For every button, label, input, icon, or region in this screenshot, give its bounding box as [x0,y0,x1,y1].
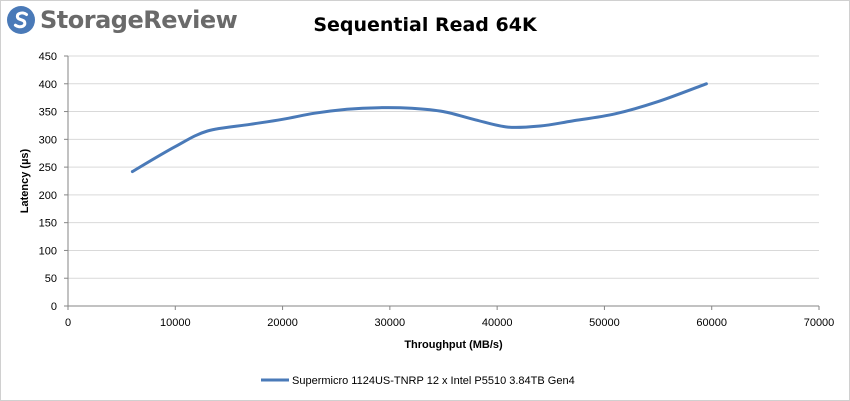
series [130,82,708,174]
legend-label: Supermicro 1124US-TNRP 12 x Intel P5510 … [292,375,575,387]
y-tick-label: 350 [39,107,57,119]
x-tick-label: 30000 [375,317,406,329]
x-tick-label: 40000 [482,317,513,329]
y-tick-label: 150 [39,218,57,230]
y-axis-title: Latency (µs) [19,148,31,213]
axes: 0 50 100 150 200 250 300 350 400 450 0 10000 20000 30… [39,51,835,329]
legend: Supermicro 1124US-TNRP 12 x Intel P5510 … [261,375,575,387]
chart-title: Sequential Read 64K [313,14,537,36]
series-line [130,82,708,174]
x-tick-label: 50000 [589,317,620,329]
y-tick-label: 200 [39,190,57,202]
y-tick-label: 0 [51,301,57,313]
x-tick-label: 20000 [267,317,298,329]
y-tick-label: 400 [39,79,57,91]
x-tick-label: 10000 [160,317,191,329]
x-axis-title: Throughput (MB/s) [404,339,503,351]
y-tick-label: 450 [39,51,57,63]
y-tick-label: 50 [45,273,57,285]
y-tick-label: 300 [39,134,57,146]
y-tick-label: 250 [39,162,57,174]
x-tick-label: 60000 [696,317,727,329]
y-tick-label: 100 [39,245,57,257]
storagereview-logo-icon [7,6,35,34]
brand-name: StorageReview [40,6,238,34]
grid [68,55,819,279]
x-tick-label: 0 [65,317,71,329]
x-tick-label: 70000 [804,317,835,329]
brand-logo: StorageReview [6,4,238,36]
